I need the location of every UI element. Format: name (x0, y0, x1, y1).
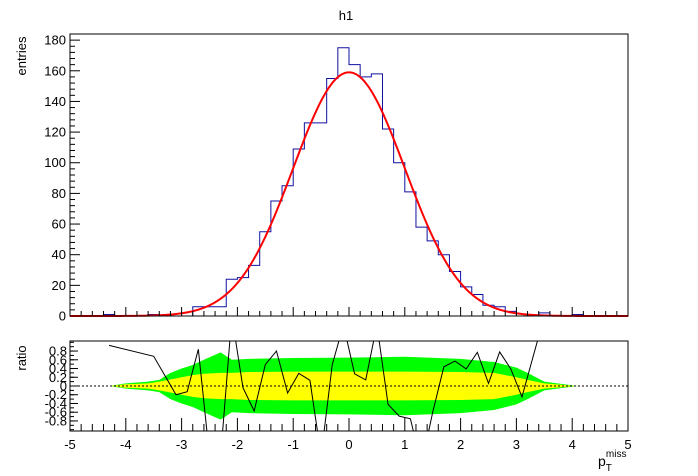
ratio-y-tick-label: -0.4 (45, 396, 67, 411)
y-tick-label: 40 (52, 247, 66, 262)
x-tick-label: 3 (513, 437, 520, 452)
x-axis-label-sup: miss (606, 449, 627, 460)
y-tick-label: 140 (44, 94, 66, 109)
x-tick-label: -1 (287, 437, 299, 452)
x-tick-label: -4 (120, 437, 132, 452)
top-frame (69, 33, 629, 317)
ratio-content (70, 341, 628, 431)
histogram-h1 (70, 47, 628, 317)
x-tick-label: 4 (569, 437, 576, 452)
ratio-y-tick-label: 0.8 (49, 344, 67, 359)
x-axis-label-sub: T (606, 463, 612, 474)
y-tick-label: 120 (44, 125, 66, 140)
x-axis-label-main: p (598, 453, 606, 469)
top-histogram-pad: 0 20 40 60 80 100 120 140 160 180 (44, 33, 629, 324)
y-tick-label: 180 (44, 33, 66, 48)
ratio-y-tick-label: -0.8 (45, 413, 67, 428)
x-tick-label: -3 (176, 437, 188, 452)
ratio-y-tick-label: -0.2 (45, 387, 67, 402)
ratio-y-tick-label: 0.4 (49, 361, 67, 376)
ratio-y-tick-label: 0 (60, 379, 67, 394)
y-tick-label: 60 (52, 217, 66, 232)
gaussian-fit-curve (70, 71, 628, 317)
x-axis-label: pTmiss (598, 449, 626, 474)
ratio-y-tick-label: -0.6 (45, 405, 67, 420)
bottom-ratio-pad: 0.80.60.40.20-0.2-0.4-0.6-0.8-5 -4 -3 -2 -1 0… (45, 340, 632, 452)
ratio-line (108, 341, 538, 431)
x-tick-label: -2 (232, 437, 244, 452)
x-tick-label: 2 (457, 437, 464, 452)
y-tick-label: 20 (52, 278, 66, 293)
y-tick-label: 0 (59, 309, 66, 324)
x-tick-label: 5 (624, 437, 631, 452)
y-tick-label: 100 (44, 155, 66, 170)
x-tick-label: 0 (345, 437, 352, 452)
ratio-y-tick-label: 0.2 (49, 370, 67, 385)
y-tick-label: 80 (52, 186, 66, 201)
x-tick-label: -5 (64, 437, 76, 452)
x-tick-label: 1 (401, 437, 408, 452)
top-y-axis-label: entries (14, 36, 29, 76)
chart-title: h1 (339, 8, 353, 23)
ratio-y-tick-label: 0.6 (49, 352, 67, 367)
bottom-y-axis-label: ratio (14, 345, 29, 370)
y-tick-label: 160 (44, 63, 66, 78)
